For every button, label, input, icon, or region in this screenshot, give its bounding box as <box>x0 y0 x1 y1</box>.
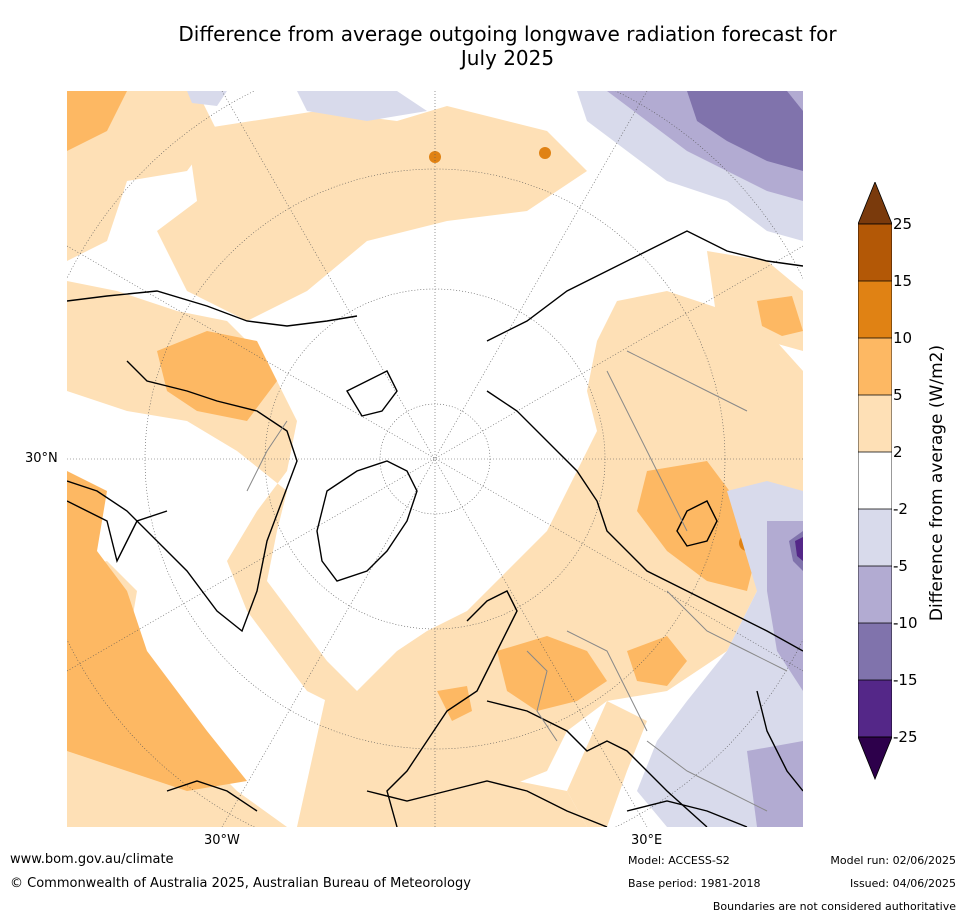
colorbar-tick-m10: -10 <box>893 614 918 632</box>
boundaries-disclaimer: Boundaries are not considered authoritat… <box>712 900 956 913</box>
colorbar-tick-m15: -15 <box>893 671 918 689</box>
colorbar-tick-m25: -25 <box>893 728 918 746</box>
anomaly-5-10 <box>67 91 803 791</box>
country-boundaries <box>246 350 788 812</box>
graticule <box>67 91 803 827</box>
colorbar-tick-25: 25 <box>893 215 913 233</box>
lon-label-30e: 30°E <box>631 833 663 848</box>
lon-label-30w: 30°W <box>204 833 240 848</box>
colorbar-band-15-25 <box>858 224 892 281</box>
base-period: Base period: 1981-2018 <box>628 877 761 890</box>
colorbar <box>858 182 892 781</box>
colorbar-band-m15-m10 <box>858 623 892 680</box>
colorbar-title: Difference from average (W/m2) <box>927 344 947 622</box>
colorbar-tick-5: 5 <box>893 386 903 404</box>
colorbar-band-5-10 <box>858 338 892 395</box>
bom-url[interactable]: www.bom.gov.au/climate <box>10 852 174 867</box>
issued-date: Issued: 04/06/2025 <box>849 877 956 890</box>
copyright-notice: © Commonwealth of Australia 2025, Austra… <box>10 876 471 891</box>
polar-map <box>67 91 803 827</box>
colorbar-band-m5-m2 <box>858 509 892 566</box>
colorbar-extend-bottom <box>858 736 892 781</box>
model-name: Model: ACCESS-S2 <box>628 854 730 867</box>
colorbar-band-2-5 <box>858 395 892 452</box>
colorbar-tick-m2: -2 <box>893 500 908 518</box>
colorbar-band-10-15 <box>858 281 892 338</box>
title-line-1: Difference from average outgoing longwav… <box>178 22 837 46</box>
colorbar-band-m10-m5 <box>858 566 892 623</box>
colorbar-tick-10: 10 <box>893 329 913 347</box>
coastlines <box>67 230 803 827</box>
colorbar-band-m25-m15 <box>858 680 892 737</box>
map-title: Difference from average outgoing longwav… <box>150 22 865 70</box>
colorbar-band-m2-2 <box>858 452 892 509</box>
colorbar-tick-15: 15 <box>893 272 913 290</box>
lat-label-30n: 30°N <box>25 451 58 466</box>
anomaly-m15-m25 <box>795 537 803 561</box>
colorbar-tick-m5: -5 <box>893 557 908 575</box>
title-line-2: July 2025 <box>460 46 555 70</box>
colorbar-tick-2: 2 <box>893 443 903 461</box>
model-run-date: Model run: 02/06/2025 <box>830 854 956 867</box>
colorbar-extend-top <box>858 182 892 225</box>
